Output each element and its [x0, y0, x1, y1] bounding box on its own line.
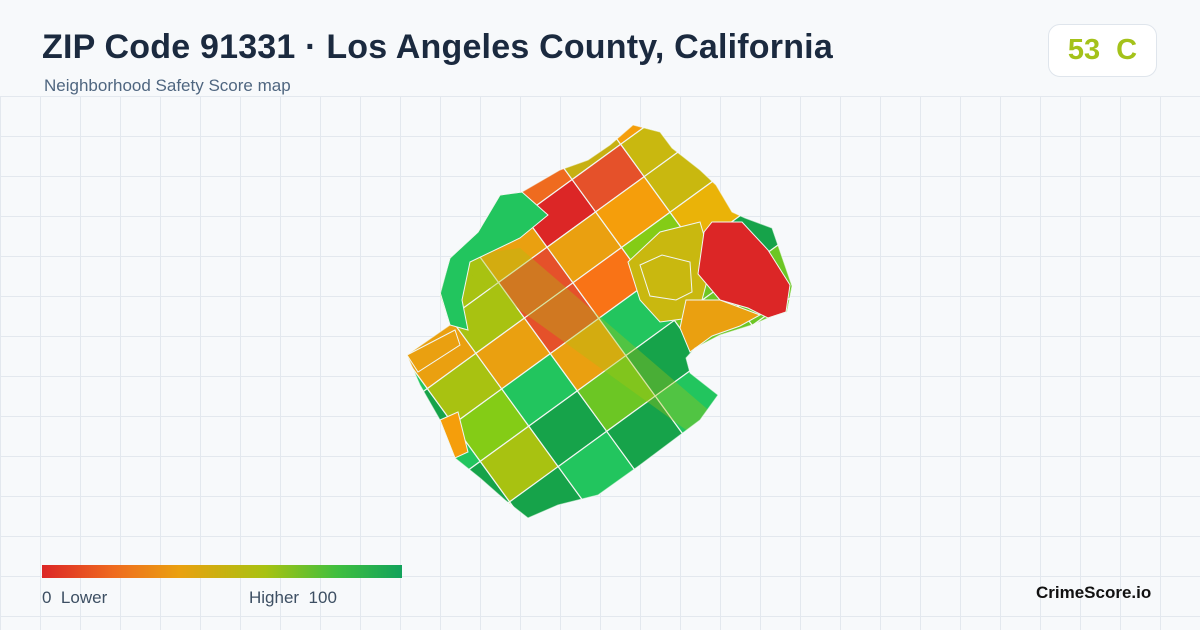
block — [407, 160, 447, 246]
score-grade: C — [1116, 34, 1138, 66]
score-value: 53 — [1067, 34, 1101, 66]
page-subtitle: Neighborhood Safety Score map — [44, 76, 291, 95]
block — [313, 196, 397, 280]
page-title: ZIP Code 91331 · Los Angeles County, Cal… — [42, 28, 833, 66]
score-badge: 53 C — [1048, 24, 1157, 77]
legend-low-value: 0 — [42, 588, 52, 607]
block — [407, 244, 428, 322]
block — [556, 8, 656, 104]
west-strip — [407, 329, 461, 373]
central-zone-outline — [639, 254, 693, 301]
legend-color-scale — [42, 565, 402, 578]
zip-boundary — [406, 124, 793, 519]
legend-low: 0 Lower — [42, 588, 107, 608]
legend-high-label: Higher — [249, 588, 300, 607]
legend-high-value: 100 — [308, 588, 337, 607]
neighborhood-blocks — [249, 8, 792, 518]
block — [506, 125, 593, 140]
block — [458, 125, 544, 176]
legend-low-label: Lower — [60, 588, 108, 607]
brand-logo-text: CrimeScore.io — [1036, 583, 1152, 602]
southeast-zone — [679, 299, 762, 353]
block — [409, 125, 496, 211]
block — [284, 280, 378, 367]
legend-high: Higher 100 — [249, 588, 337, 608]
corridor-strip — [448, 248, 720, 440]
block — [313, 321, 401, 400]
block — [249, 232, 349, 328]
